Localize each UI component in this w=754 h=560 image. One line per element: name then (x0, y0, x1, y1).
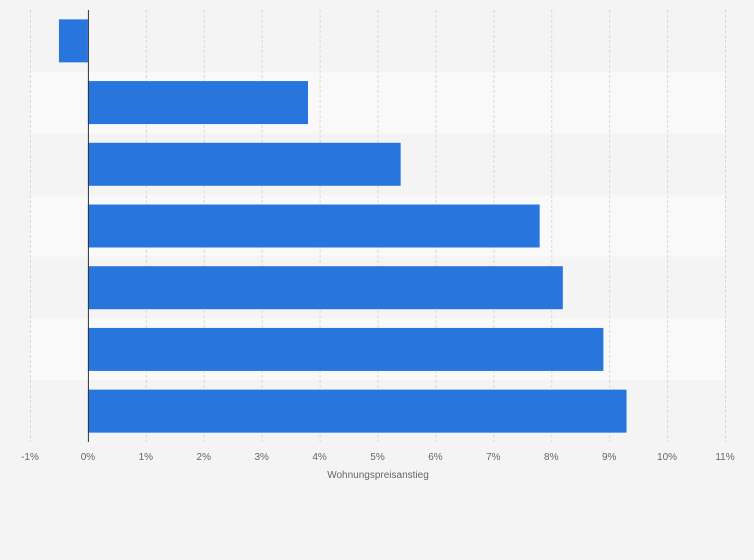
x-tick-label: 2% (197, 452, 212, 463)
bar[interactable] (87, 81, 309, 125)
x-tick-label: 3% (254, 452, 269, 463)
x-axis-title: Wohnungspreisanstieg (327, 470, 429, 481)
bar[interactable] (87, 142, 401, 186)
x-tick-label: 0% (81, 452, 96, 463)
bar[interactable] (87, 204, 540, 248)
bar[interactable] (87, 266, 563, 310)
x-tick-label: 1% (139, 452, 154, 463)
bar[interactable] (87, 389, 627, 433)
bar[interactable] (87, 327, 604, 371)
bars (58, 19, 627, 433)
x-tick-label: 8% (544, 452, 559, 463)
x-tick-label: 11% (715, 452, 734, 463)
x-tick-label: 5% (370, 452, 385, 463)
x-tick-label: -1% (21, 452, 39, 463)
x-tick-label: 7% (486, 452, 501, 463)
x-tick-label: 4% (312, 452, 327, 463)
x-axis-ticks: -1% 0% 1% 2% 3% 4% 5% 6% 7% 8% 9% 10% 11% (21, 452, 735, 463)
bar[interactable] (58, 19, 88, 63)
x-tick-label: 10% (657, 452, 677, 463)
x-tick-label: 6% (428, 452, 443, 463)
x-tick-label: 9% (602, 452, 617, 463)
